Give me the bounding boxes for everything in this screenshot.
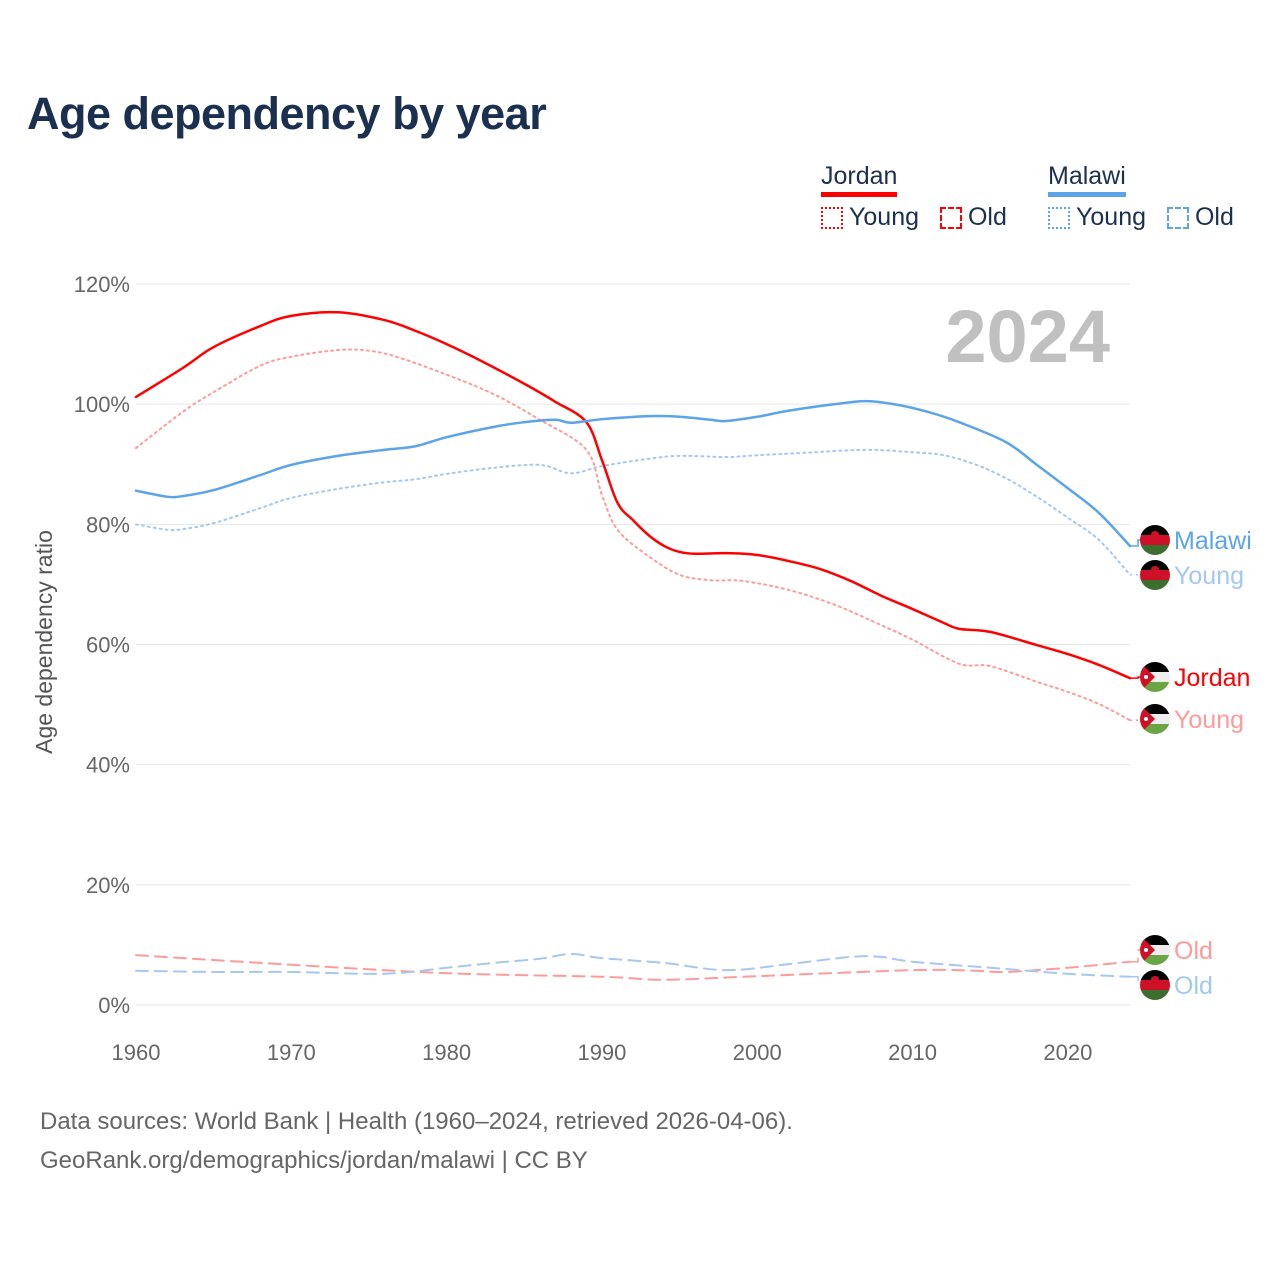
series-end-label: Old (1174, 972, 1213, 1000)
y-tick-label: 40% (86, 753, 130, 778)
jordan-flag-icon (1140, 662, 1170, 692)
label-connector (1130, 718, 1142, 721)
legend-malawi-young[interactable]: Young (1048, 203, 1146, 232)
legend-label: Old (967, 203, 1007, 231)
legend-label: Old (1194, 203, 1234, 231)
series-line-jordan (134, 310, 1132, 680)
series-line-malawi (134, 399, 1132, 548)
legend-jordan-old[interactable]: Old (939, 203, 1007, 232)
footer-url[interactable]: GeoRank.org/demographics/jordan/malawi |… (40, 1147, 588, 1174)
dashed-swatch-icon (939, 206, 962, 229)
y-tick-label: 20% (86, 873, 130, 898)
dotted-swatch-icon (821, 206, 843, 229)
series-end-label: Jordan (1174, 664, 1250, 692)
legend-label: Young (849, 203, 919, 231)
malawi-flag-icon (1140, 525, 1170, 555)
dotted-swatch-icon (1048, 206, 1070, 229)
malawi-flag-icon (1140, 970, 1170, 1000)
series-line-malawi-young (135, 448, 1131, 576)
jordan-flag-icon (1140, 704, 1170, 734)
y-tick-label: 0% (98, 993, 130, 1018)
chart-title: Age dependency by year (27, 88, 547, 139)
footer-sources: Data sources: World Bank | Health (1960–… (40, 1108, 793, 1135)
y-tick-label: 100% (74, 392, 130, 417)
series-end-label: Young (1174, 562, 1244, 590)
x-tick-label: 1990 (577, 1040, 626, 1065)
series-end-label: Old (1174, 937, 1213, 965)
x-tick-label: 2010 (888, 1040, 937, 1065)
legend-malawi-label[interactable]: Malawi (1048, 162, 1126, 197)
series-end-label: Young (1174, 706, 1244, 734)
x-tick-label: 1960 (112, 1040, 161, 1065)
series-end-label: Malawi (1174, 527, 1252, 555)
legend-jordan-young[interactable]: Young (821, 203, 919, 232)
legend-jordan-label[interactable]: Jordan (821, 162, 898, 197)
legend-malawi-old[interactable]: Old (1166, 203, 1234, 232)
series-line-jordan-young (135, 348, 1131, 722)
y-axis-label: Age dependency ratio (31, 530, 57, 754)
jordan-flag-icon (1140, 935, 1170, 965)
legend-jordan: Jordan Young Old (821, 162, 1021, 236)
malawi-flag-icon (1140, 560, 1170, 590)
series-line-jordan-old (135, 954, 1131, 981)
y-tick-label: 60% (86, 633, 130, 658)
y-tick-label: 80% (86, 512, 130, 537)
label-connector (1130, 976, 1142, 986)
year-watermark: 2024 (945, 295, 1110, 378)
x-tick-label: 1970 (267, 1040, 316, 1065)
dashed-swatch-icon (1166, 206, 1189, 229)
legend-label: Young (1076, 203, 1146, 231)
y-tick-label: 120% (74, 272, 130, 297)
legend-malawi: Malawi Young Old (1048, 162, 1248, 236)
x-tick-label: 1980 (422, 1040, 471, 1065)
series-line-malawi-old (135, 952, 1131, 978)
x-tick-label: 2020 (1043, 1040, 1092, 1065)
x-tick-label: 2000 (733, 1040, 782, 1065)
